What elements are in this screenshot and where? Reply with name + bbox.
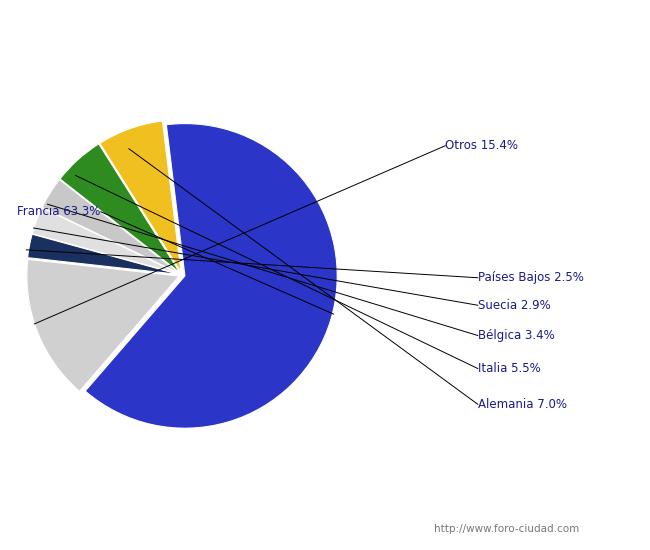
Text: http://www.foro-ciudad.com: http://www.foro-ciudad.com bbox=[434, 524, 580, 534]
Wedge shape bbox=[28, 234, 179, 274]
Text: Suecia 2.9%: Suecia 2.9% bbox=[478, 299, 551, 312]
Text: Peralada - Turistas extranjeros según país - Abril de 2024: Peralada - Turistas extranjeros según pa… bbox=[95, 13, 555, 29]
Text: Alemania 7.0%: Alemania 7.0% bbox=[478, 398, 567, 411]
Text: Bélgica 3.4%: Bélgica 3.4% bbox=[478, 329, 554, 342]
Text: Países Bajos 2.5%: Países Bajos 2.5% bbox=[478, 271, 584, 284]
Text: Francia 63.3%: Francia 63.3% bbox=[18, 205, 101, 218]
Wedge shape bbox=[32, 208, 179, 274]
Text: Italia 5.5%: Italia 5.5% bbox=[478, 362, 541, 375]
Wedge shape bbox=[27, 260, 179, 391]
Wedge shape bbox=[100, 121, 181, 272]
Text: Otros 15.4%: Otros 15.4% bbox=[445, 139, 518, 152]
Wedge shape bbox=[85, 124, 337, 428]
Wedge shape bbox=[42, 180, 179, 273]
Wedge shape bbox=[60, 144, 180, 273]
